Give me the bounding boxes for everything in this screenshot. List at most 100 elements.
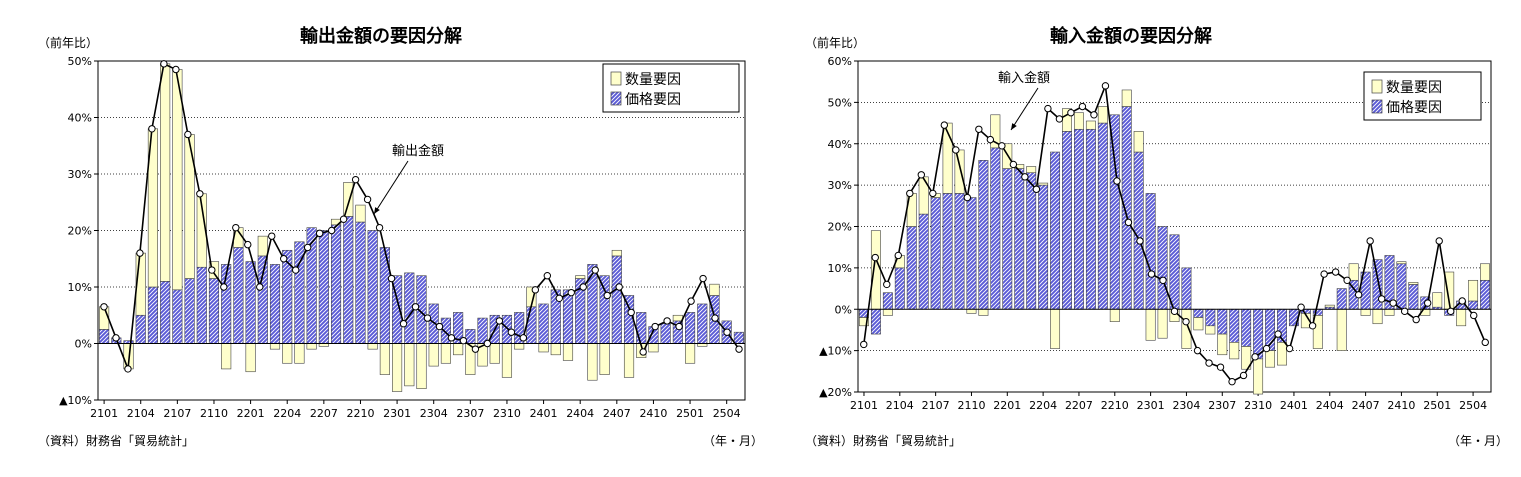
total-line-marker [1262,344,1271,353]
x-tick-label: 2301 [1137,399,1165,412]
y-tick-label: 20% [828,221,852,234]
quantity-factor-bar [1229,342,1240,360]
total-line-marker [615,283,623,291]
quantity-factor-bar [1050,308,1061,349]
x-tick-label: 2110 [200,407,228,420]
total-line-marker [399,320,408,328]
quantity-factor-bar [978,308,989,316]
quantity-factor-bar [1157,308,1168,339]
price-factor-bar [99,329,110,344]
total-line-marker [1424,299,1432,307]
total-line-marker [172,65,180,74]
quantity-factor-bar [870,230,881,310]
total-line-marker [1308,322,1317,330]
x-tick-label: 2207 [1065,399,1093,412]
price-factor-bar [587,264,598,344]
total-line-marker [1389,299,1397,307]
y-tick-label: 50% [68,55,92,68]
import-chart-plot: ▲20% ▲10% 0% 10% 20% 30% 40% 50% 60% 2101 2104 2107… [819,55,1492,412]
legend-swatch-price [1371,99,1383,114]
total-line-marker [1447,307,1455,316]
price-factor-bar [623,295,635,344]
price-factor-bar [147,286,158,344]
y-tick-label: 60% [828,55,852,68]
price-factor-bar [894,267,905,310]
legend-swatch-quantity [1371,79,1383,94]
total-line-marker [735,345,743,353]
quantity-factor-bar [440,343,451,364]
total-line-marker [711,314,719,322]
x-axis-unit: （年・月） [703,434,764,448]
legend-label-quantity: 数量要因 [1386,80,1442,96]
total-line-marker [1101,82,1110,90]
total-line-marker [256,283,264,291]
total-line-marker [603,291,611,300]
price-factor-bar [233,247,244,344]
total-line-marker [136,249,144,257]
price-factor-bar [343,216,354,344]
quantity-factor-bar [942,122,953,194]
total-line-marker [363,195,372,204]
quantity-factor-bar [160,63,171,282]
y-tick-label: 30% [68,168,92,181]
quantity-factor-bar [1193,317,1204,331]
price-factor-bar [1408,284,1419,310]
quantity-factor-bar [538,343,549,353]
export-chart-panel: 輸出金額の要因分解 （前年比） ▲10% 0% 10% 20% 30% 40% 50% 210… [0,0,764,477]
price-factor-bar [697,303,708,344]
total-line-marker [1458,297,1466,305]
export-chart-plot: ▲10% 0% 10% 20% 30% 40% 50% 2101 2104 2107 2110 220… [59,55,746,420]
price-factor-bar [636,312,647,344]
price-factor-bar [733,331,744,344]
total-line-marker [543,272,552,280]
total-line-marker [906,189,914,198]
total-line-marker [1032,185,1041,193]
quantity-factor-bar [709,283,720,296]
price-factor-bar [942,193,953,310]
total-line-marker [1412,315,1420,324]
total-line-marker [952,146,960,154]
source-note: （資料）財務省「貿易統計」 [805,434,962,448]
quantity-factor-bar [575,275,586,279]
quantity-factor-bar [1277,342,1287,366]
total-line-marker [1147,270,1156,278]
quantity-factor-bar [514,343,525,350]
quantity-factor-bar [1241,346,1252,370]
y-axis-unit: （前年比） [38,36,99,50]
price-factor-bar [538,303,549,344]
total-line-marker [148,125,156,133]
annotation-arrow [1010,87,1039,131]
price-factor-bar [1217,308,1228,335]
x-tick-label: 2104 [886,399,914,412]
quantity-factor-bar [587,343,598,381]
price-factor-bar [1193,308,1204,318]
total-line-marker [1044,104,1052,113]
quantity-factor-bar [882,308,893,316]
x-tick-label: 2210 [1101,399,1129,412]
total-line-marker [1159,276,1167,284]
quantity-factor-bar [1300,313,1311,329]
price-factor-bar [1121,106,1132,310]
total-line-marker [663,317,671,325]
price-factor-bar [355,221,366,344]
quantity-factor-bar [1348,263,1359,281]
quantity-factor-bar [343,182,354,217]
y-tick-label: 40% [828,138,852,151]
price-factor-bar [1014,168,1025,310]
price-factor-bar [1468,300,1479,310]
total-line-marker [423,314,432,322]
total-line-marker [160,60,168,68]
total-line-marker [531,286,540,294]
quantity-factor-bar [428,343,439,367]
total-line-marker [883,280,891,289]
quantity-factor-bar [611,249,622,257]
total-line-marker [591,266,599,274]
total-line-marker [327,226,336,235]
price-factor-bar [184,278,195,344]
source-note: （資料）財務省「貿易統計」 [38,434,195,448]
x-tick-label: 2201 [237,407,265,420]
quantity-factor-bar [1265,350,1276,368]
legend-label-price: 価格要因 [625,92,681,108]
quantity-factor-bar [501,343,513,378]
total-line [103,62,740,370]
